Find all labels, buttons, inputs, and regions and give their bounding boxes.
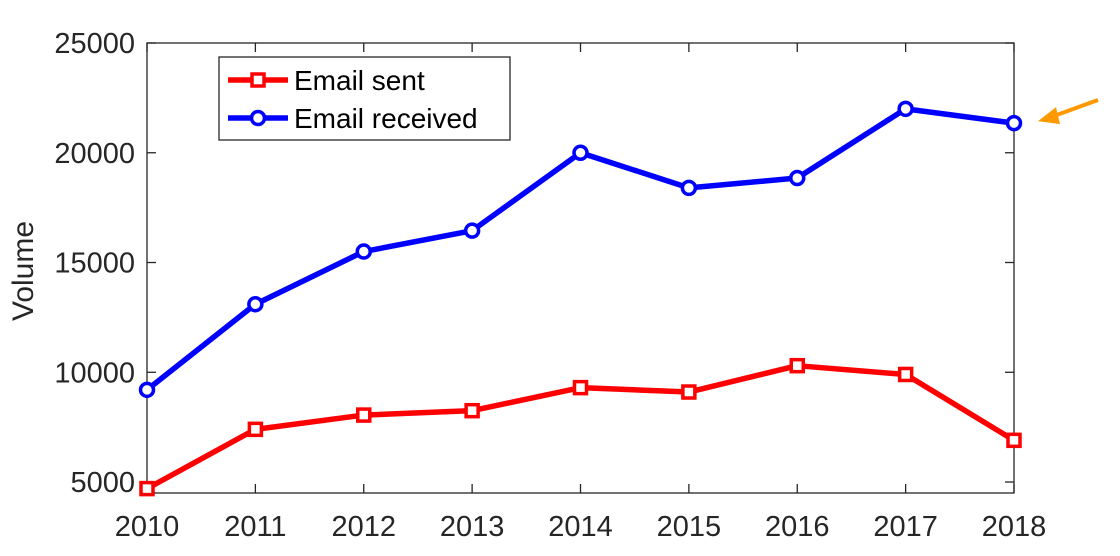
data-point-circle	[463, 222, 481, 239]
data-point-square	[789, 357, 805, 374]
series-2	[138, 100, 1023, 399]
series-1	[139, 357, 1022, 497]
legend-box	[218, 56, 511, 141]
data-point-circle	[247, 295, 264, 313]
legend-item: Email sent	[228, 65, 425, 96]
y-tick-label: 25000	[54, 28, 135, 60]
x-tick-label: 2014	[548, 511, 613, 543]
x-tick-label: 2018	[982, 511, 1047, 543]
legend-item: Email received	[228, 103, 478, 134]
data-point-circle	[680, 179, 698, 197]
data-point-square	[897, 366, 914, 383]
legend-marker-square	[250, 72, 266, 88]
series-layer	[138, 100, 1023, 497]
x-tick-label: 2015	[657, 511, 722, 543]
y-tick-label: 15000	[54, 248, 135, 280]
y-axis-title: Volume	[7, 221, 40, 321]
annotation-arrow	[1038, 98, 1099, 125]
legend: Email sent Email received	[218, 56, 511, 141]
legend-marker-circle	[249, 109, 267, 127]
x-tick-label: 2012	[331, 511, 396, 543]
data-point-circle	[572, 144, 589, 162]
x-tick-label: 2013	[440, 511, 505, 543]
data-point-square	[139, 480, 155, 497]
data-point-circle	[138, 381, 156, 399]
data-point-circle	[789, 169, 806, 187]
x-tick-label: 2011	[224, 511, 286, 543]
data-point-square	[356, 407, 372, 423]
data-point-circle	[355, 243, 372, 260]
legend-label: Email sent	[294, 65, 425, 96]
data-point-circle	[897, 100, 914, 118]
x-tick-label: 2010	[115, 511, 180, 543]
legend-label: Email received	[294, 103, 478, 134]
data-point-square	[681, 384, 697, 400]
y-tick-label: 10000	[54, 357, 135, 389]
x-tick-label: 2016	[765, 511, 830, 543]
axes-layer: 5000 10000 15000 20000 25000 2010 2011 2012 2013…	[7, 28, 1046, 543]
data-point-square	[572, 379, 589, 396]
annotation-layer	[1038, 98, 1099, 125]
y-tick-label: 5000	[70, 467, 135, 499]
data-point-square	[1006, 432, 1022, 449]
data-point-circle	[1005, 114, 1023, 132]
data-point-square	[247, 421, 264, 438]
data-point-square	[464, 402, 480, 419]
arrow-head	[1038, 107, 1060, 125]
x-tick-label: 2017	[873, 511, 938, 543]
y-tick-label: 20000	[54, 138, 135, 170]
